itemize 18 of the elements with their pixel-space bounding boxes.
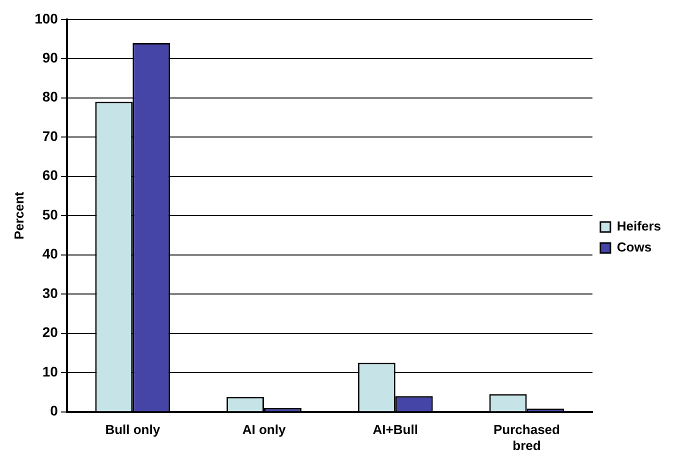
y-tick-label: 10 [42,363,58,380]
x-tick-label: Purchased bred [493,422,560,453]
y-tick-label: 90 [42,50,58,66]
y-tick-label: 60 [42,167,58,184]
y-tick-label: 20 [42,324,58,340]
y-tick-label: 70 [42,128,58,144]
y-tick-label: 80 [42,88,58,105]
y-axis-title: Percent [11,191,26,240]
y-tick-label: 30 [42,284,58,301]
y-tick-label: 50 [42,206,58,222]
x-tick-label: AI only [242,422,286,438]
legend-label: Heifers [616,218,661,234]
x-tick-label: Bull only [105,422,161,438]
y-tick-label: 40 [42,246,58,262]
y-tick-label: 0 [50,402,58,419]
legend-label: Cows [616,240,652,255]
x-tick-label: AI+Bull [372,422,418,438]
y-tick-label: 100 [34,10,58,26]
